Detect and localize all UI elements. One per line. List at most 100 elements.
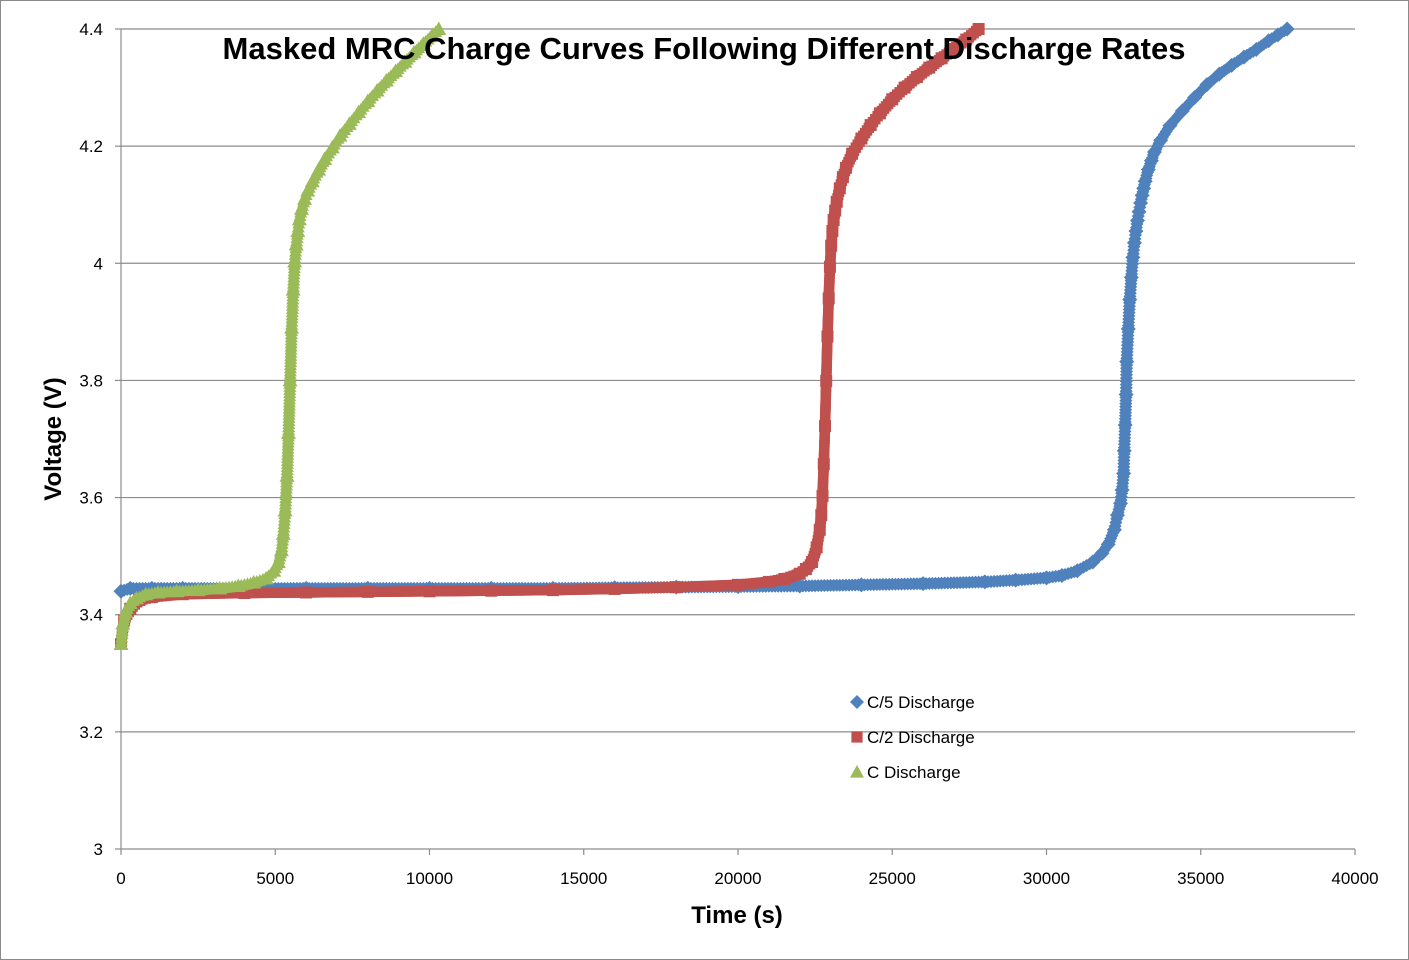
data-point xyxy=(830,195,843,208)
data-point xyxy=(1137,173,1153,189)
data-point xyxy=(827,213,840,226)
data-point xyxy=(820,375,833,388)
data-point xyxy=(284,320,300,334)
data-point xyxy=(762,575,775,588)
data-point xyxy=(300,586,313,599)
data-point xyxy=(855,132,868,145)
y-tick-label: 4 xyxy=(94,254,103,273)
data-point xyxy=(778,572,791,585)
data-point xyxy=(212,580,228,595)
data-point xyxy=(1153,132,1169,148)
data-point xyxy=(732,578,744,591)
y-tick-label: 3.2 xyxy=(79,723,103,742)
data-point xyxy=(1085,554,1101,570)
x-tick-label: 0 xyxy=(116,869,125,888)
data-point xyxy=(1039,570,1054,586)
data-point xyxy=(915,576,931,592)
data-point xyxy=(190,582,206,597)
x-tick-label: 35000 xyxy=(1177,869,1224,888)
x-axis-title: Time (s) xyxy=(691,902,783,929)
data-point xyxy=(369,83,385,97)
data-point xyxy=(1261,33,1277,49)
data-point xyxy=(1113,495,1129,511)
data-point xyxy=(670,581,683,594)
data-point xyxy=(351,104,367,119)
data-point xyxy=(822,292,835,305)
data-point xyxy=(1008,572,1024,588)
data-point xyxy=(816,489,829,502)
data-point xyxy=(1199,77,1215,93)
data-point xyxy=(1279,21,1295,37)
data-point xyxy=(608,582,621,595)
data-point xyxy=(128,590,144,605)
data-point xyxy=(1117,417,1133,433)
data-point xyxy=(281,425,297,440)
data-point xyxy=(378,73,394,87)
data-point xyxy=(1119,354,1135,370)
data-point xyxy=(1122,292,1138,308)
x-tick-label: 25000 xyxy=(869,869,916,888)
data-point xyxy=(285,282,301,296)
data-point xyxy=(818,420,831,433)
x-tick-label: 10000 xyxy=(406,869,453,888)
data-point xyxy=(287,254,303,268)
legend: C/5 Discharge C/2 Discharge C Discharge xyxy=(850,693,975,782)
data-point xyxy=(277,502,293,517)
data-point xyxy=(266,563,282,577)
data-point xyxy=(886,93,899,106)
x-tick-label: 20000 xyxy=(714,869,761,888)
series-triangle xyxy=(113,21,447,650)
data-point xyxy=(1270,27,1286,43)
y-tick-label: 3 xyxy=(94,840,103,859)
gridlines xyxy=(121,28,1355,733)
data-point xyxy=(1069,563,1085,579)
data-point xyxy=(246,575,262,589)
legend-label: C/5 Discharge xyxy=(867,693,975,712)
data-point xyxy=(1106,522,1122,538)
data-point xyxy=(423,585,436,598)
legend-marker-diamond xyxy=(850,695,864,709)
data-point xyxy=(290,223,306,238)
data-point xyxy=(332,128,348,142)
data-point xyxy=(546,584,559,597)
data-point xyxy=(815,509,828,522)
series-square xyxy=(115,23,985,650)
data-point xyxy=(833,182,846,195)
data-point xyxy=(1187,90,1203,106)
data-point xyxy=(275,526,291,540)
data-point xyxy=(1128,223,1144,239)
legend-marker-square xyxy=(851,731,863,743)
y-tick-label: 3.6 xyxy=(79,489,103,508)
data-point xyxy=(1054,567,1070,583)
data-point xyxy=(288,237,304,251)
data-point xyxy=(1125,249,1141,265)
data-point xyxy=(977,574,993,590)
data-point xyxy=(910,71,923,84)
data-point xyxy=(297,191,313,205)
x-tick-label: 5000 xyxy=(256,869,294,888)
data-point xyxy=(138,586,154,601)
data-point xyxy=(935,52,948,65)
data-point xyxy=(806,556,819,568)
x-tick-label: 40000 xyxy=(1331,869,1378,888)
data-point xyxy=(1114,482,1130,498)
data-point xyxy=(898,81,911,94)
data-point xyxy=(1120,321,1136,337)
data-point xyxy=(947,42,960,55)
data-point xyxy=(397,54,413,68)
data-point xyxy=(1109,507,1125,523)
data-point xyxy=(821,330,834,343)
data-point xyxy=(1146,144,1162,160)
y-tick-label: 3.8 xyxy=(79,371,103,390)
data-point xyxy=(817,458,830,471)
y-tick-label: 4.2 xyxy=(79,137,103,156)
y-tick-label: 4.4 xyxy=(79,20,103,39)
data-point xyxy=(279,468,295,482)
data-point xyxy=(360,93,376,108)
data-point xyxy=(792,578,808,594)
x-tick-label: 15000 xyxy=(560,869,607,888)
data-point xyxy=(258,570,274,585)
data-point xyxy=(361,585,374,598)
data-point xyxy=(169,583,185,598)
